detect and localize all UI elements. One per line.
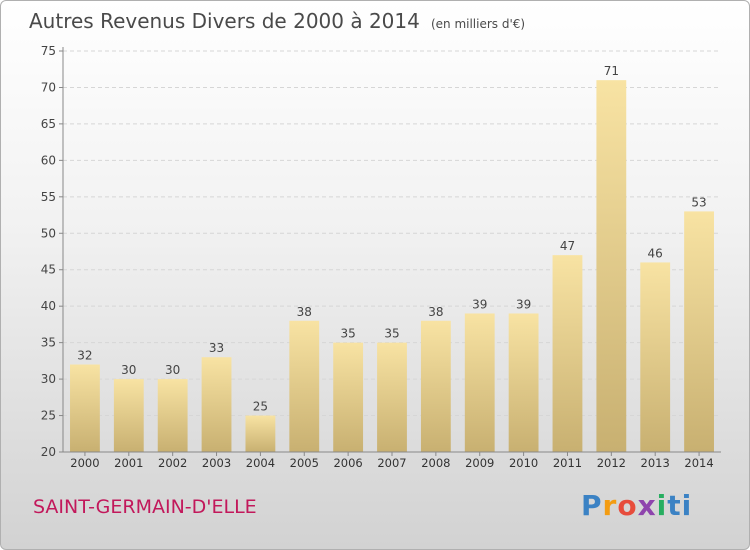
- value-label: 47: [560, 239, 575, 253]
- logo-letter: t: [667, 489, 682, 522]
- x-tick-label: 2007: [377, 456, 406, 470]
- bar-2004: [245, 415, 276, 452]
- value-label: 46: [648, 246, 663, 260]
- value-label: 35: [340, 327, 355, 341]
- x-tick-label: 2006: [333, 456, 362, 470]
- x-tick-label: 2008: [421, 456, 450, 470]
- y-tick-label: 35: [41, 336, 56, 350]
- y-tick-label: 50: [41, 226, 56, 240]
- logo-letter: i: [681, 489, 693, 522]
- y-tick-label: 25: [41, 409, 56, 423]
- value-label: 53: [691, 195, 706, 209]
- y-tick-label: 45: [41, 263, 56, 277]
- x-tick-label: 2011: [553, 456, 582, 470]
- proxiti-logo: Proxiti: [581, 489, 692, 522]
- value-label: 39: [472, 297, 487, 311]
- y-tick-label: 20: [41, 445, 56, 459]
- logo-letter: P: [581, 489, 603, 522]
- bar-2006: [333, 342, 364, 452]
- x-tick-label: 2000: [70, 456, 99, 470]
- chart-title-main: Autres Revenus Divers de 2000 à 2014: [29, 9, 420, 33]
- y-tick-label: 75: [41, 44, 56, 58]
- bar-2012: [596, 80, 627, 452]
- value-label: 39: [516, 297, 531, 311]
- x-tick-label: 2003: [202, 456, 231, 470]
- town-name: SAINT-GERMAIN-D'ELLE: [33, 496, 257, 518]
- bar-2008: [420, 320, 451, 452]
- value-label: 71: [604, 64, 619, 78]
- bar-2011: [552, 255, 583, 452]
- bar-2000: [70, 364, 100, 452]
- y-tick-label: 60: [41, 153, 56, 167]
- y-tick-label: 30: [41, 372, 56, 386]
- y-tick-label: 70: [41, 80, 56, 94]
- bar-2009: [464, 313, 495, 452]
- chart-title: Autres Revenus Divers de 2000 à 2014 (en…: [29, 9, 525, 33]
- logo-letter: x: [637, 489, 657, 522]
- axes: [59, 47, 721, 456]
- value-label: 38: [297, 305, 312, 319]
- bar-2003: [201, 357, 232, 452]
- value-label: 33: [209, 341, 224, 355]
- value-label: 25: [253, 400, 268, 414]
- logo-letter: i: [656, 489, 668, 522]
- x-tick-label: 2010: [509, 456, 538, 470]
- bar-2007: [377, 342, 407, 452]
- value-label: 35: [384, 327, 399, 341]
- value-label: 32: [77, 349, 92, 363]
- bar-2001: [113, 379, 144, 452]
- bars: [70, 80, 714, 452]
- x-tick-label: 2005: [290, 456, 319, 470]
- x-tick-label: 2004: [246, 456, 275, 470]
- x-tick-label: 2001: [114, 456, 143, 470]
- bar-2010: [508, 313, 539, 452]
- x-tick-label: 2002: [158, 456, 187, 470]
- bar-2014: [684, 211, 714, 452]
- labels: 20 25 30 35 40 45 50 55 60 65 70 75 32 2000 30 2001 30 20…: [41, 44, 714, 470]
- value-label: 38: [428, 305, 443, 319]
- x-tick-label: 2013: [641, 456, 670, 470]
- x-tick-label: 2009: [465, 456, 494, 470]
- bar-2013: [640, 262, 671, 452]
- logo-letter: o: [617, 489, 638, 522]
- value-label: 30: [165, 363, 180, 377]
- logo-letter: r: [602, 489, 618, 522]
- bar-2005: [289, 320, 320, 452]
- x-tick-label: 2012: [597, 456, 626, 470]
- value-label: 30: [121, 363, 136, 377]
- y-tick-label: 40: [41, 299, 56, 313]
- x-tick-label: 2014: [684, 456, 713, 470]
- y-tick-label: 55: [41, 190, 56, 204]
- chart-title-unit: (en milliers d'€): [430, 17, 526, 31]
- y-tick-label: 65: [41, 117, 56, 131]
- bar-2002: [157, 379, 188, 452]
